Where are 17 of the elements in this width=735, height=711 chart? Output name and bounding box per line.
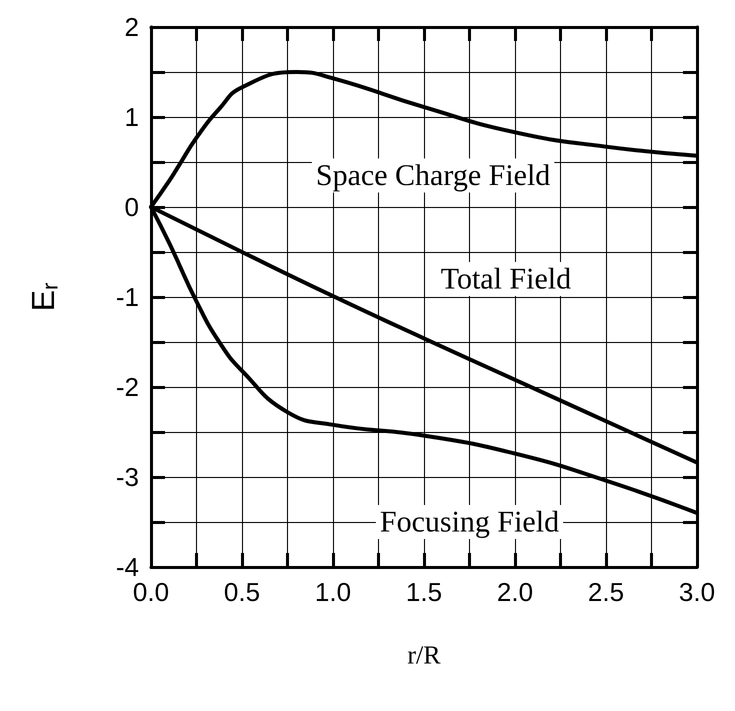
x-axis-title: r/R <box>407 640 442 670</box>
y-tick-label: -1 <box>116 282 139 312</box>
x-tick-label: 2.5 <box>588 577 624 607</box>
series-label: Total Field <box>440 262 572 296</box>
y-tick-label: 2 <box>124 12 139 42</box>
x-tick-label: 0.5 <box>224 577 260 607</box>
y-axis-title: Er <box>25 282 62 312</box>
series-label: Focusing Field <box>380 506 560 538</box>
y-tick-label: 0 <box>124 192 139 222</box>
y-tick-label: -2 <box>116 372 139 402</box>
x-tick-label: 3.0 <box>678 577 716 607</box>
x-tick-label: 1.5 <box>406 577 442 607</box>
x-tick-label: 1.0 <box>314 577 352 607</box>
y-tick-label: -3 <box>116 462 139 492</box>
series-label: Space Charge Field <box>316 159 550 192</box>
y-tick-label: 1 <box>124 102 139 132</box>
x-tick-label: 2.0 <box>496 577 534 607</box>
